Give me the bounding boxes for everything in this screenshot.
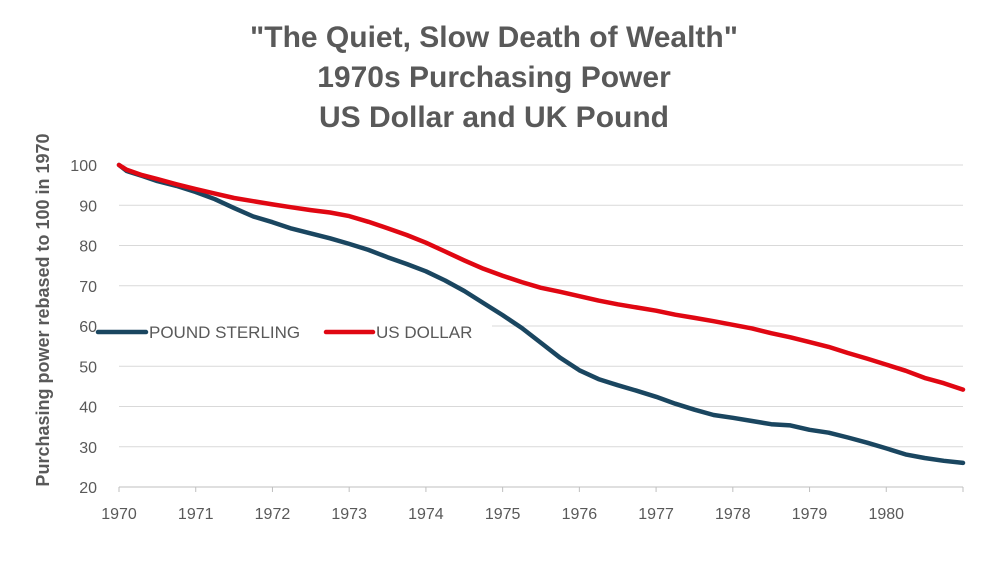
legend-label-pound-sterling: POUND STERLING [149, 323, 300, 342]
y-tick-label-90: 90 [79, 198, 97, 215]
gridlines [119, 164, 963, 448]
x-tick-label-1976: 1976 [562, 506, 598, 523]
legend: POUND STERLING US DOLLAR [95, 319, 492, 346]
y-tick-label-50: 50 [79, 359, 97, 376]
series-line-pound-sterling [116, 162, 966, 466]
y-tick-label-80: 80 [79, 239, 97, 256]
x-tick-label-1977: 1977 [638, 506, 674, 523]
x-tick-label-1980: 1980 [868, 506, 904, 523]
x-tick-label-1971: 1971 [178, 506, 214, 523]
axes: 20 30 40 50 60 70 80 90 100 1970 1971 1972 1973 1974 1… [70, 158, 964, 523]
y-tick-label-30: 30 [79, 440, 97, 457]
x-tick-label-1972: 1972 [255, 506, 291, 523]
chart-title-line-1: "The Quiet, Slow Death of Wealth" [250, 21, 738, 54]
x-tick-label-1978: 1978 [715, 506, 751, 523]
y-tick-label-100: 100 [70, 158, 97, 175]
x-tick-label-1974: 1974 [408, 506, 444, 523]
x-tick-label-1975: 1975 [485, 506, 521, 523]
y-tick-label-60: 60 [79, 319, 97, 336]
y-tick-label-70: 70 [79, 279, 97, 296]
x-tick-label-1973: 1973 [331, 506, 367, 523]
x-tick-label-1979: 1979 [792, 506, 828, 523]
series-lines [116, 162, 966, 466]
legend-label-us-dollar: US DOLLAR [376, 323, 472, 342]
x-tick-label-1970: 1970 [101, 506, 137, 523]
y-tick-label-40: 40 [79, 400, 97, 417]
y-axis-label: Purchasing power rebased to 100 in 1970 [33, 133, 53, 486]
y-tick-label-20: 20 [79, 480, 97, 497]
legend-background [97, 319, 492, 346]
chart-title: "The Quiet, Slow Death of Wealth" 1970s … [250, 21, 738, 134]
chart-title-line-2: 1970s Purchasing Power [317, 61, 671, 94]
chart-title-line-3: US Dollar and UK Pound [319, 101, 669, 134]
series-line-us-dollar [116, 162, 966, 392]
